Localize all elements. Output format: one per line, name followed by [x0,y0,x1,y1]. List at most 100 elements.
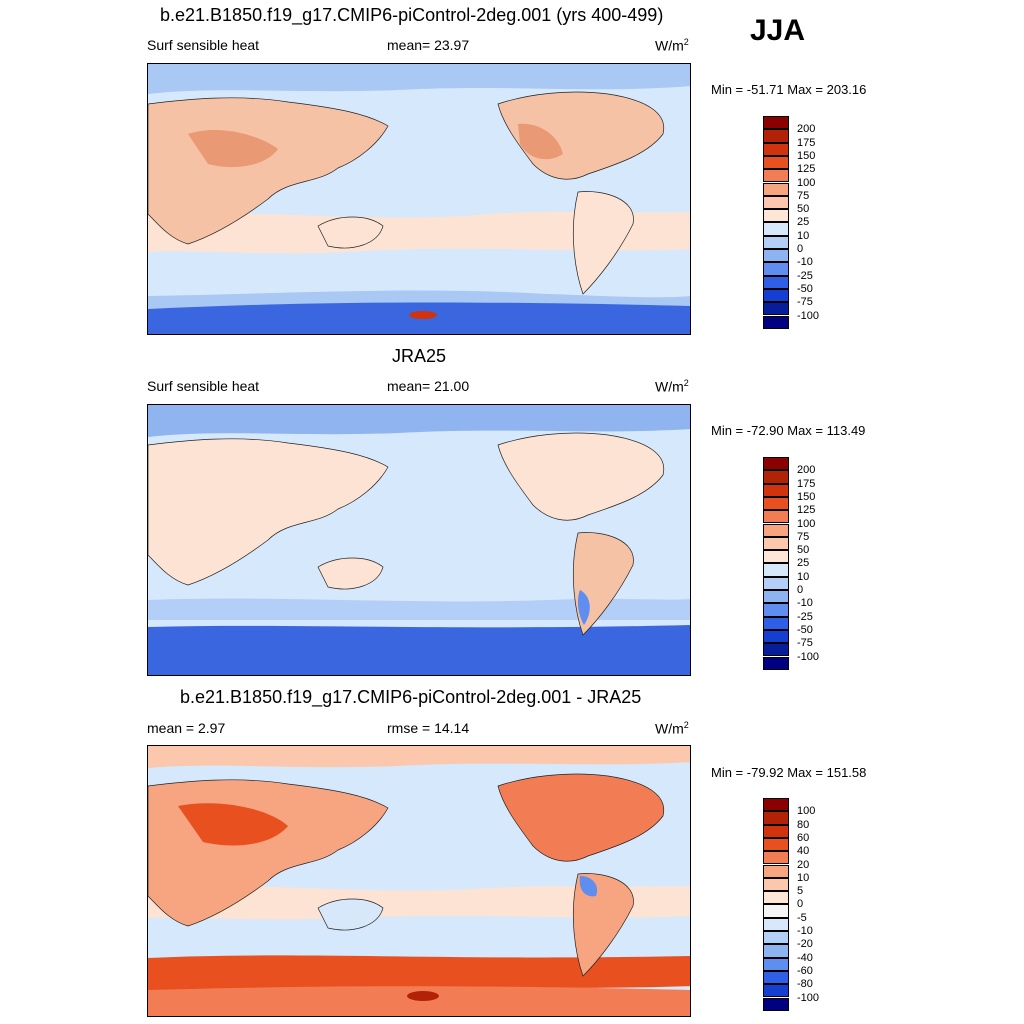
patagonia-cool [577,590,590,625]
australia [317,216,384,249]
arctic-band [148,405,690,437]
colorbar-tick-label: 125 [797,504,816,517]
colorbar-box [763,798,789,812]
hotspot [409,311,437,319]
na-hot [518,123,563,160]
colorbar-tick-label: -50 [797,282,813,295]
colorbar-box [763,496,789,511]
colorbar-box [763,235,789,249]
warm-ocean-band [148,211,690,254]
eurasia-africa [148,438,389,586]
colorbar-box [763,603,789,617]
colorbar-tick-label: 0 [797,898,804,911]
colorbar-box [763,851,789,865]
colorbar-box [763,904,789,918]
colorbar-tick-label: -50 [797,623,813,636]
panel-2-variable-label: Surf sensible heat [147,378,260,394]
southern-band [148,598,690,620]
colorbar-tick-label: -60 [797,964,813,977]
asia-hot [188,129,278,168]
panel-3-units: W/m2 [655,720,689,737]
colorbar-tick-label: 25 [797,557,810,570]
colorbar-tick-label: -25 [797,269,813,282]
north-america [497,432,665,521]
colorbar-box [763,877,789,892]
panel-3-minmax: Min = -79.92 Max = 151.58 [711,765,867,780]
australia [317,898,384,931]
asia-warm-anomaly [178,803,288,846]
colorbar-box [763,864,789,878]
panel-3-map-plot [148,746,690,1016]
colorbar-tick-label: 100 [797,176,816,189]
colorbar-tick-label: 125 [797,163,816,176]
panel-3-rmse-label: rmse = 14.14 [387,720,470,736]
colorbar-tick-label: -100 [797,309,820,322]
colorbar-box [763,262,789,276]
colorbar-tick-label: -75 [797,637,813,650]
colorbar-tick-label: -10 [797,925,813,937]
colorbar-tick-label: 10 [797,570,810,583]
colorbar-box [763,891,789,905]
colorbar-tick-label: 75 [797,189,810,202]
colorbar-box [763,997,789,1011]
panel-1-variable-label: Surf sensible heat [147,37,260,53]
colorbar-box [763,536,789,551]
colorbar-tick-label: -25 [797,610,813,623]
colorbar-tick-label: 75 [797,530,810,543]
panel-2-units: W/m2 [655,378,689,395]
colorbar-box [763,510,789,524]
amazon-cool-anomaly [579,876,598,897]
panel-2-minmax: Min = -72.90 Max = 113.49 [711,423,866,438]
colorbar-tick-label: 10 [797,229,810,242]
panel-2-title: JRA25 [392,346,447,366]
colorbar-box [763,643,789,657]
australia [317,557,384,590]
colorbar-tick-label: 5 [797,885,804,898]
colorbar-box [763,984,789,998]
colorbar-box [763,931,789,945]
panel-2-mean-label: mean= 21.00 [387,378,470,394]
colorbar-tick-label: 80 [797,818,810,831]
colorbar-box [763,656,789,670]
south-america [572,873,634,977]
panel-2-map-plot [148,405,690,675]
panel-1-units: W/m2 [655,37,689,54]
colorbar-box [763,944,789,958]
colorbar-tick-label: 175 [797,136,816,149]
colorbar-box [763,129,789,143]
colorbar-tick-label: 40 [797,845,810,858]
panel-1-map [147,63,691,335]
colorbar-box [763,576,789,590]
colorbar-tick-label: -10 [797,256,813,269]
colorbar-tick-label: -20 [797,938,813,951]
panel-2-map [147,404,691,676]
colorbar-tick-label: 60 [797,831,810,844]
colorbar-tick-label: 100 [797,517,816,530]
colorbar-tick-label: 20 [797,858,810,871]
season-label: JJA [750,14,806,47]
colorbar-tick-label: -40 [797,951,813,964]
colorbar-tick-label: 0 [797,243,804,255]
colorbar-box [763,957,789,971]
colorbar-tick-label: 0 [797,584,804,596]
south-america [572,191,634,295]
colorbar-box [763,824,789,838]
colorbar-box [763,811,789,825]
colorbar-tick-label: -5 [797,911,807,924]
colorbar-tick-label: 10 [797,871,810,884]
colorbar-tick-label: 50 [797,544,810,557]
antarctica [148,986,690,1016]
colorbar-tick-label: 200 [797,123,816,136]
panel-1-title: b.e21.B1850.f19_g17.CMIP6-piControl-2deg… [160,5,664,25]
colorbar-box [763,970,789,985]
panel-3-title: b.e21.B1850.f19_g17.CMIP6-piControl-2deg… [180,687,642,707]
colorbar-box [763,275,789,289]
colorbar-tick-label: 200 [797,464,816,477]
colorbar-box [763,222,789,236]
colorbar-box [763,116,789,130]
colorbar-box [763,470,789,484]
colorbar-box [763,837,789,852]
panel-3-map [147,745,691,1017]
colorbar-tick-label: 25 [797,216,810,229]
hotspot [407,991,439,1001]
